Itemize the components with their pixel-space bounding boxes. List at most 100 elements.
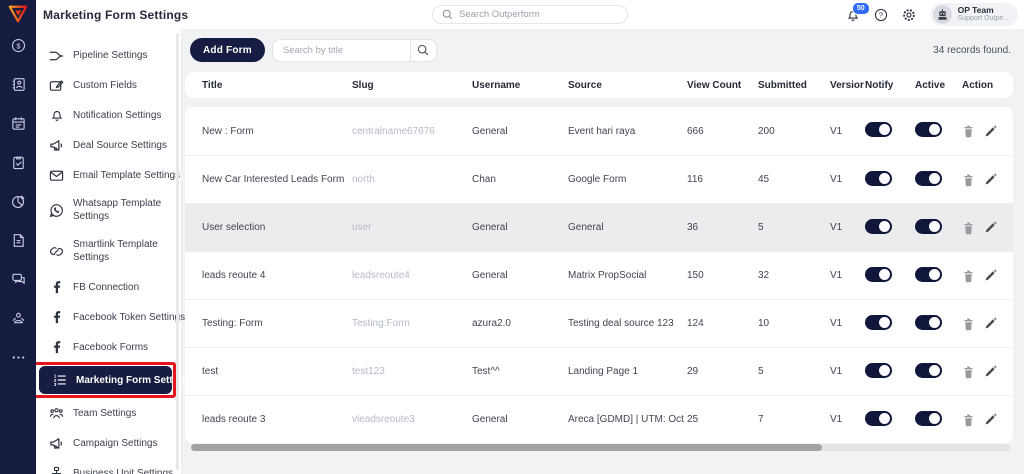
- gear-icon[interactable]: [902, 7, 917, 22]
- column-slug: Slug: [352, 80, 472, 91]
- dollar-icon[interactable]: $: [10, 37, 26, 53]
- more-icon[interactable]: [10, 349, 26, 365]
- active-toggle[interactable]: [915, 218, 942, 234]
- sidebar-item-campaign-settings[interactable]: Campaign Settings: [36, 428, 181, 458]
- active-toggle[interactable]: [915, 266, 942, 282]
- sidebar-item-fb-connection[interactable]: FB Connection: [36, 272, 181, 302]
- notify-toggle[interactable]: [865, 362, 892, 378]
- svg-text:$: $: [16, 41, 21, 50]
- sidebar-item-label: Whatsapp Template Settings: [73, 198, 162, 222]
- cell-submitted: 7: [758, 414, 764, 425]
- trash-icon[interactable]: [962, 365, 975, 379]
- table-header: Title Slug Username Source View Count Su…: [185, 72, 1013, 98]
- document-icon[interactable]: [10, 232, 26, 248]
- agents-icon[interactable]: [10, 310, 26, 326]
- trash-icon[interactable]: [962, 221, 975, 235]
- cell-version: V1: [830, 174, 843, 185]
- cell-source: Google Form: [568, 174, 627, 185]
- sidebar-item-whatsapp-template-settings[interactable]: Whatsapp Template Settings: [36, 190, 181, 231]
- search-button[interactable]: [409, 38, 437, 62]
- cell-source: Areca [GDMD] | UTM: Oct 22: [568, 414, 687, 425]
- pencil-icon[interactable]: [984, 124, 997, 138]
- cell-submitted: 5: [758, 222, 764, 233]
- notify-toggle[interactable]: [865, 266, 892, 282]
- table-row: leads reoute 3 vleadsreoute3 General Are…: [185, 395, 1013, 443]
- column-version: Versior: [830, 79, 864, 91]
- cell-title: Testing: Form: [202, 318, 263, 329]
- sidebar-item-team-settings[interactable]: Team Settings: [36, 398, 181, 428]
- cell-submitted: 32: [758, 270, 770, 281]
- active-toggle[interactable]: [915, 122, 942, 137]
- sidebar-item-label: Email Template Settings: [73, 169, 181, 181]
- trash-icon[interactable]: [962, 317, 975, 331]
- facebook-icon: [49, 340, 64, 355]
- add-form-button[interactable]: Add Form: [190, 38, 265, 62]
- user-subtitle: Support Outpe...: [957, 15, 1009, 23]
- pencil-icon[interactable]: [984, 173, 997, 186]
- calendar-icon[interactable]: [10, 115, 26, 131]
- trash-icon[interactable]: [962, 124, 975, 138]
- custom-fields-icon: [49, 78, 64, 93]
- records-count: 34 records found.: [933, 44, 1011, 56]
- global-search[interactable]: [432, 5, 628, 24]
- trash-icon[interactable]: [962, 269, 975, 283]
- help-icon[interactable]: ?: [874, 7, 889, 22]
- trash-icon[interactable]: [962, 413, 975, 427]
- title-search-input[interactable]: [271, 38, 410, 62]
- sidebar-item-custom-fields[interactable]: Custom Fields: [36, 70, 181, 100]
- sidebar-item-email-template-settings[interactable]: Email Template Settings: [36, 160, 181, 190]
- bell-icon[interactable]: 50: [846, 2, 870, 22]
- notify-toggle[interactable]: [865, 170, 892, 186]
- scrollbar-thumb[interactable]: [191, 444, 822, 451]
- sidebar-item-facebook-forms[interactable]: Facebook Forms: [36, 332, 181, 362]
- cell-view-count: 116: [687, 174, 703, 185]
- sidebar-item-label: Deal Source Settings: [73, 139, 167, 151]
- sidebar-item-facebook-token-settings[interactable]: Facebook Token Settings: [36, 302, 185, 332]
- pencil-icon[interactable]: [984, 413, 997, 426]
- notify-toggle[interactable]: [865, 218, 892, 234]
- chat-icon[interactable]: [10, 271, 26, 287]
- tasks-icon[interactable]: [10, 154, 26, 170]
- pipeline-icon: [49, 48, 64, 63]
- active-toggle[interactable]: [915, 314, 942, 330]
- toolbar: Add Form 34 records found.: [185, 38, 1013, 62]
- pencil-icon[interactable]: [984, 317, 997, 330]
- svg-text:?: ?: [879, 10, 883, 19]
- notify-toggle[interactable]: [865, 410, 892, 426]
- active-toggle[interactable]: [915, 410, 942, 426]
- cell-view-count: 36: [687, 222, 699, 233]
- sidebar-scrollbar[interactable]: [176, 33, 179, 470]
- notify-toggle[interactable]: [865, 314, 892, 330]
- page-title: Marketing Form Settings: [43, 7, 189, 22]
- active-toggle[interactable]: [915, 170, 942, 186]
- cell-version: V1: [830, 318, 843, 329]
- cell-slug: vleadsreoute3: [352, 414, 415, 425]
- analytics-icon[interactable]: [10, 193, 26, 209]
- contacts-icon[interactable]: [10, 76, 26, 92]
- sidebar-item-pipeline-settings[interactable]: Pipeline Settings: [36, 40, 181, 70]
- user-menu[interactable]: OP Team Support Outpe...: [929, 3, 1018, 26]
- sidebar-item-notification-settings[interactable]: Notification Settings: [36, 100, 181, 130]
- icon-rail: $: [0, 0, 36, 474]
- global-search-input[interactable]: [459, 9, 618, 20]
- notify-toggle[interactable]: [865, 122, 892, 137]
- pencil-icon[interactable]: [984, 269, 997, 282]
- pencil-icon[interactable]: [984, 221, 997, 234]
- active-toggle[interactable]: [915, 362, 942, 378]
- sidebar-item-business-unit-settings[interactable]: Business Unit Settings: [36, 458, 181, 474]
- team-icon: [49, 406, 64, 421]
- column-action: Action: [962, 80, 1013, 91]
- trash-icon[interactable]: [962, 173, 975, 187]
- table-row: New : Form centralname67676 General Even…: [185, 107, 1013, 155]
- outperform-logo-icon[interactable]: [0, 0, 36, 28]
- sidebar-item-smartlink-template-settings[interactable]: Smartlink Template Settings: [36, 231, 181, 272]
- sidebar-item-deal-source-settings[interactable]: Deal Source Settings: [36, 130, 181, 160]
- cell-username: Test^^: [472, 366, 500, 377]
- sidebar-item-label: Business Unit Settings: [73, 467, 174, 474]
- sidebar-item-label: Campaign Settings: [73, 437, 158, 449]
- pencil-icon[interactable]: [984, 365, 997, 378]
- cell-submitted: 5: [758, 366, 764, 377]
- top-header: Marketing Form Settings 50 ? OP Team Sup…: [36, 0, 1024, 29]
- sidebar-item-label: Custom Fields: [73, 79, 137, 91]
